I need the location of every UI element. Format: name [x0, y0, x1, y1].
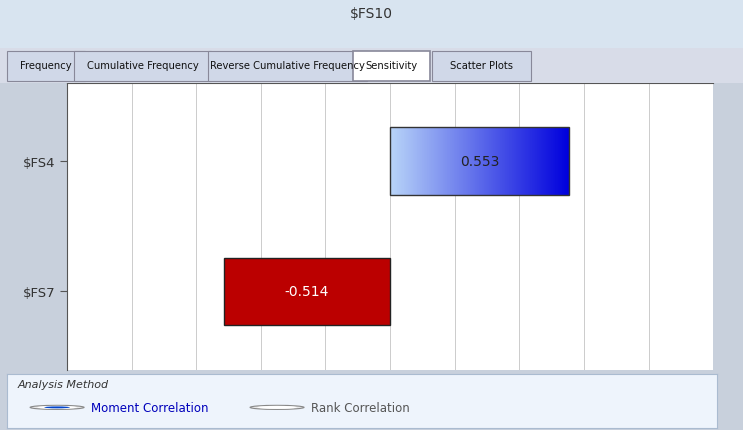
Text: Sensitivity: Sensitivity	[366, 61, 418, 71]
Text: Rank Correlation: Rank Correlation	[311, 401, 410, 414]
Bar	[224, 258, 390, 326]
Circle shape	[257, 406, 297, 409]
Text: Analysis Method: Analysis Method	[18, 379, 109, 390]
Circle shape	[250, 405, 304, 409]
Text: Cumulative Frequency: Cumulative Frequency	[87, 61, 198, 71]
Text: -0.514: -0.514	[285, 285, 329, 299]
FancyBboxPatch shape	[353, 52, 430, 82]
Text: 0.553: 0.553	[460, 155, 499, 169]
Text: Scatter Plots: Scatter Plots	[450, 61, 513, 71]
Text: Frequency: Frequency	[20, 61, 72, 71]
Text: Reverse Cumulative Frequency: Reverse Cumulative Frequency	[210, 61, 365, 71]
FancyBboxPatch shape	[208, 52, 367, 82]
FancyBboxPatch shape	[74, 52, 211, 82]
Text: $FS10: $FS10	[350, 7, 393, 21]
Text: Moment Correlation: Moment Correlation	[91, 401, 209, 414]
Circle shape	[37, 406, 77, 409]
FancyBboxPatch shape	[432, 52, 531, 82]
Circle shape	[45, 406, 70, 408]
Bar	[390, 128, 569, 196]
FancyBboxPatch shape	[7, 52, 85, 82]
Circle shape	[30, 405, 84, 409]
